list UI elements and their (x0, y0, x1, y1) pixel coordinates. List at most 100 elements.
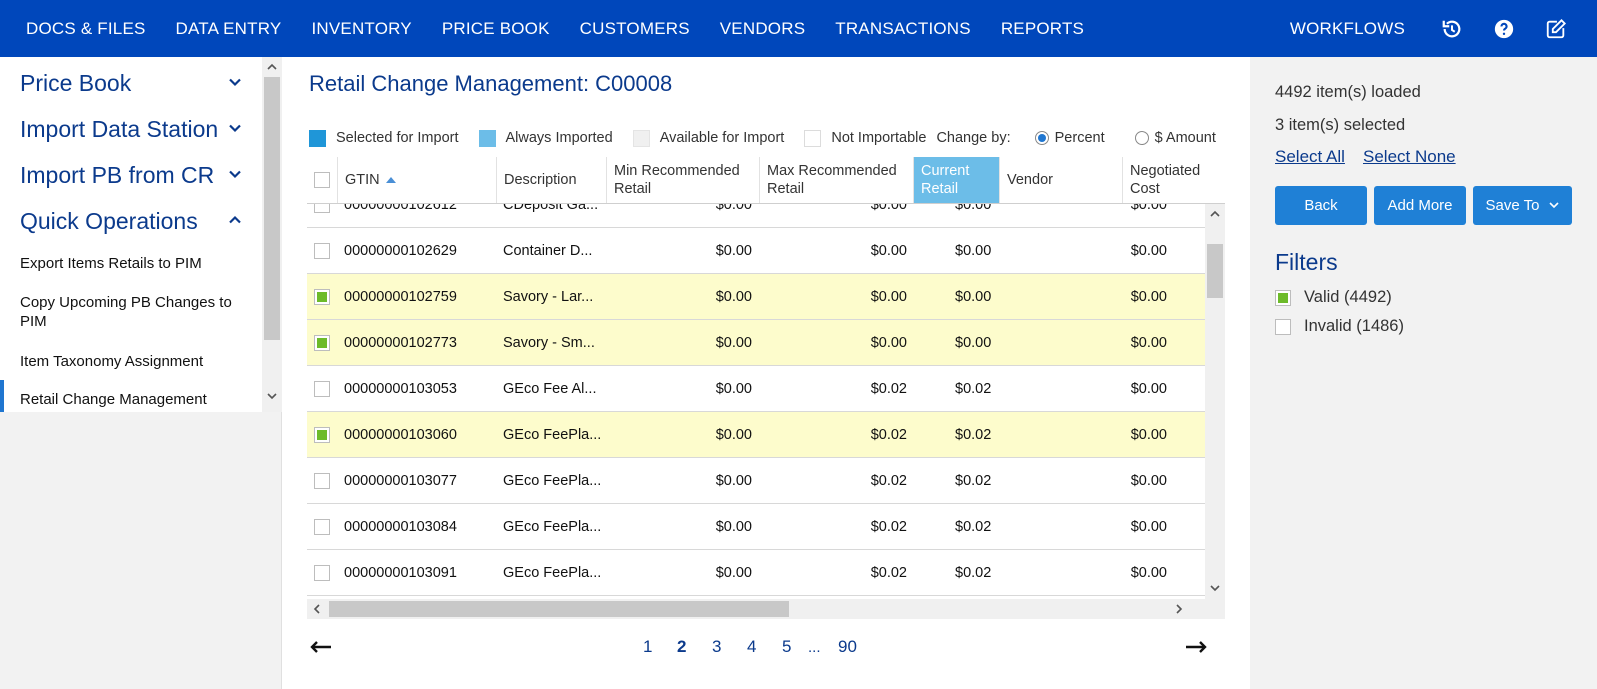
row-checkbox[interactable] (314, 426, 330, 443)
row-checkbox[interactable] (314, 204, 330, 213)
scroll-up-icon[interactable] (1209, 208, 1221, 220)
column-header-vendor[interactable]: Vendor (999, 157, 1122, 203)
edit-icon[interactable] (1545, 18, 1567, 40)
sidebar-item-copy-upcoming-pb-changes[interactable]: Copy Upcoming PB Changes to PIM (0, 282, 262, 342)
back-button[interactable]: Back (1275, 186, 1367, 225)
import-legend: Selected for Import Always Imported Avai… (309, 127, 1216, 149)
nav-vendors[interactable]: VENDORS (719, 18, 806, 38)
row-checkbox-cell (307, 204, 337, 227)
table-row[interactable]: 00000000103091 GEco FeePla... $0.00 $0.02 $0… (307, 550, 1205, 596)
add-more-button[interactable]: Add More (1374, 186, 1466, 225)
row-checkbox[interactable] (314, 472, 330, 489)
row-checkbox-cell (307, 228, 337, 273)
page-3-link[interactable]: 3 (712, 637, 722, 656)
table-row[interactable]: 00000000102759 Savory - Lar... $0.00 $0.00 $… (307, 274, 1205, 320)
sidebar-item-export-items-retails-to-pim[interactable]: Export Items Retails to PIM (0, 244, 262, 282)
table-row[interactable]: 00000000102629 Container D... $0.00 $0.00 $0… (307, 228, 1205, 274)
previous-page-arrow-icon[interactable] (310, 632, 334, 662)
sidebar-item-item-taxonomy-assignment[interactable]: Item Taxonomy Assignment (0, 342, 262, 380)
select-all-checkbox[interactable] (314, 172, 330, 188)
grid-vertical-scrollbar[interactable] (1205, 204, 1225, 599)
current-retail-cell: $0.02 (955, 472, 992, 489)
scroll-down-icon[interactable] (1209, 582, 1221, 594)
column-header-negotiated-cost[interactable]: Negotiated Cost (1122, 157, 1205, 203)
table-row[interactable]: 00000000103084 GEco FeePla... $0.00 $0.02 $0… (307, 504, 1205, 550)
current-retail-cell: $0.02 (955, 426, 992, 443)
column-header-current-retail[interactable]: Current Retail (913, 157, 999, 203)
column-header-gtin[interactable]: GTIN (337, 157, 496, 203)
select-none-link[interactable]: Select None (1363, 147, 1456, 166)
row-checkbox[interactable] (314, 518, 330, 535)
sidebar-scrollbar[interactable] (262, 57, 282, 412)
table-row[interactable]: 00000000102773 Savory - Sm... $0.00 $0.00 $0… (307, 320, 1205, 366)
sidebar-item-retail-change-management[interactable]: Retail Change Management (0, 380, 262, 412)
grid-horizontal-thumb[interactable] (329, 601, 789, 617)
row-checkbox[interactable] (314, 242, 330, 259)
percent-radio[interactable] (1034, 131, 1049, 145)
save-to-dropdown-button[interactable]: Save To (1473, 186, 1572, 225)
page-1-link[interactable]: 1 (643, 637, 653, 656)
row-checkbox[interactable] (314, 334, 330, 351)
page-2-link[interactable]: 2 (677, 637, 687, 656)
table-row[interactable]: 00000000103077 GEco FeePla... $0.00 $0.02 $0… (307, 458, 1205, 504)
vendor-cell (1007, 204, 1117, 227)
column-header-max-retail[interactable]: Max Recommended Retail (759, 157, 913, 203)
vendor-cell (1007, 228, 1117, 273)
sidebar-section-quick-operations[interactable]: Quick Operations (0, 198, 262, 244)
filter-valid-checkbox[interactable] (1275, 289, 1291, 306)
scroll-right-icon[interactable] (1173, 603, 1185, 615)
grid-vertical-thumb[interactable] (1207, 244, 1223, 298)
sidebar-section-import-data-station[interactable]: Import Data Station (0, 106, 262, 152)
amount-radio[interactable] (1134, 131, 1149, 145)
row-checkbox[interactable] (314, 380, 330, 397)
page-90-link[interactable]: 90 (838, 637, 857, 656)
vendor-cell (1007, 550, 1117, 595)
sidebar-item-label: Retail Change Management (20, 390, 207, 408)
filter-invalid-checkbox[interactable] (1275, 318, 1291, 335)
nav-workflows[interactable]: WORKFLOWS (1289, 18, 1405, 38)
table-row[interactable]: 00000000103060 GEco FeePla... $0.00 $0.02 $0… (307, 412, 1205, 458)
scroll-down-icon[interactable] (266, 390, 278, 402)
row-checkbox[interactable] (314, 564, 330, 581)
filter-invalid[interactable]: Invalid (1486) (1275, 317, 1404, 336)
sidebar: Price Book Import Data Station Import PB… (0, 57, 282, 689)
nav-transactions[interactable]: TRANSACTIONS (835, 18, 971, 38)
nav-docs-files[interactable]: DOCS & FILES (26, 18, 146, 38)
sidebar-section-price-book[interactable]: Price Book (0, 60, 262, 106)
nav-data-entry[interactable]: DATA ENTRY (175, 18, 282, 38)
gtin-cell: 00000000103077 (344, 472, 457, 489)
filter-valid[interactable]: Valid (4492) (1275, 288, 1392, 307)
column-header-description[interactable]: Description (496, 157, 606, 203)
max-retail-cell: $0.00 (870, 204, 907, 213)
page-ellipsis: ... (808, 639, 821, 656)
nav-inventory[interactable]: INVENTORY (311, 18, 412, 38)
history-icon[interactable] (1441, 18, 1463, 40)
description-cell: GEco FeePla... (503, 564, 602, 581)
max-retail-cell: $0.02 (870, 380, 907, 397)
help-icon[interactable] (1493, 18, 1515, 40)
scroll-up-icon[interactable] (266, 61, 278, 73)
vendor-header-label: Vendor (1007, 172, 1053, 188)
nav-customers[interactable]: CUSTOMERS (579, 18, 690, 38)
nav-price-book[interactable]: PRICE BOOK (441, 18, 550, 38)
grid-horizontal-scrollbar[interactable] (307, 599, 1225, 619)
row-checkbox[interactable] (314, 288, 330, 305)
table-row[interactable]: 00000000102612 CDeposit Ga... $0.00 $0.00 $0… (307, 204, 1205, 228)
select-all-link[interactable]: Select All (1275, 147, 1345, 166)
table-row[interactable]: 00000000103053 GEco Fee Al... $0.00 $0.02 $0… (307, 366, 1205, 412)
next-page-arrow-icon[interactable] (1185, 632, 1209, 662)
current-retail-cell: $0.00 (955, 334, 992, 351)
nav-reports[interactable]: REPORTS (1000, 18, 1085, 38)
change-by-label: Change by: (936, 130, 1011, 146)
sidebar-section-import-pb-from-cr[interactable]: Import PB from CR (0, 152, 262, 198)
chevron-down-icon (229, 78, 241, 87)
current-retail-cell: $0.02 (955, 518, 992, 535)
min-retail-cell: $0.00 (715, 204, 752, 213)
column-header-min-retail[interactable]: Min Recommended Retail (606, 157, 759, 203)
negotiated-cost-cell: $0.00 (1130, 242, 1167, 259)
page-4-link[interactable]: 4 (747, 637, 757, 656)
scroll-left-icon[interactable] (311, 603, 323, 615)
negotiated-cost-cell: $0.00 (1130, 288, 1167, 305)
page-5-link[interactable]: 5 (782, 637, 792, 656)
sidebar-scroll-thumb[interactable] (264, 77, 280, 340)
